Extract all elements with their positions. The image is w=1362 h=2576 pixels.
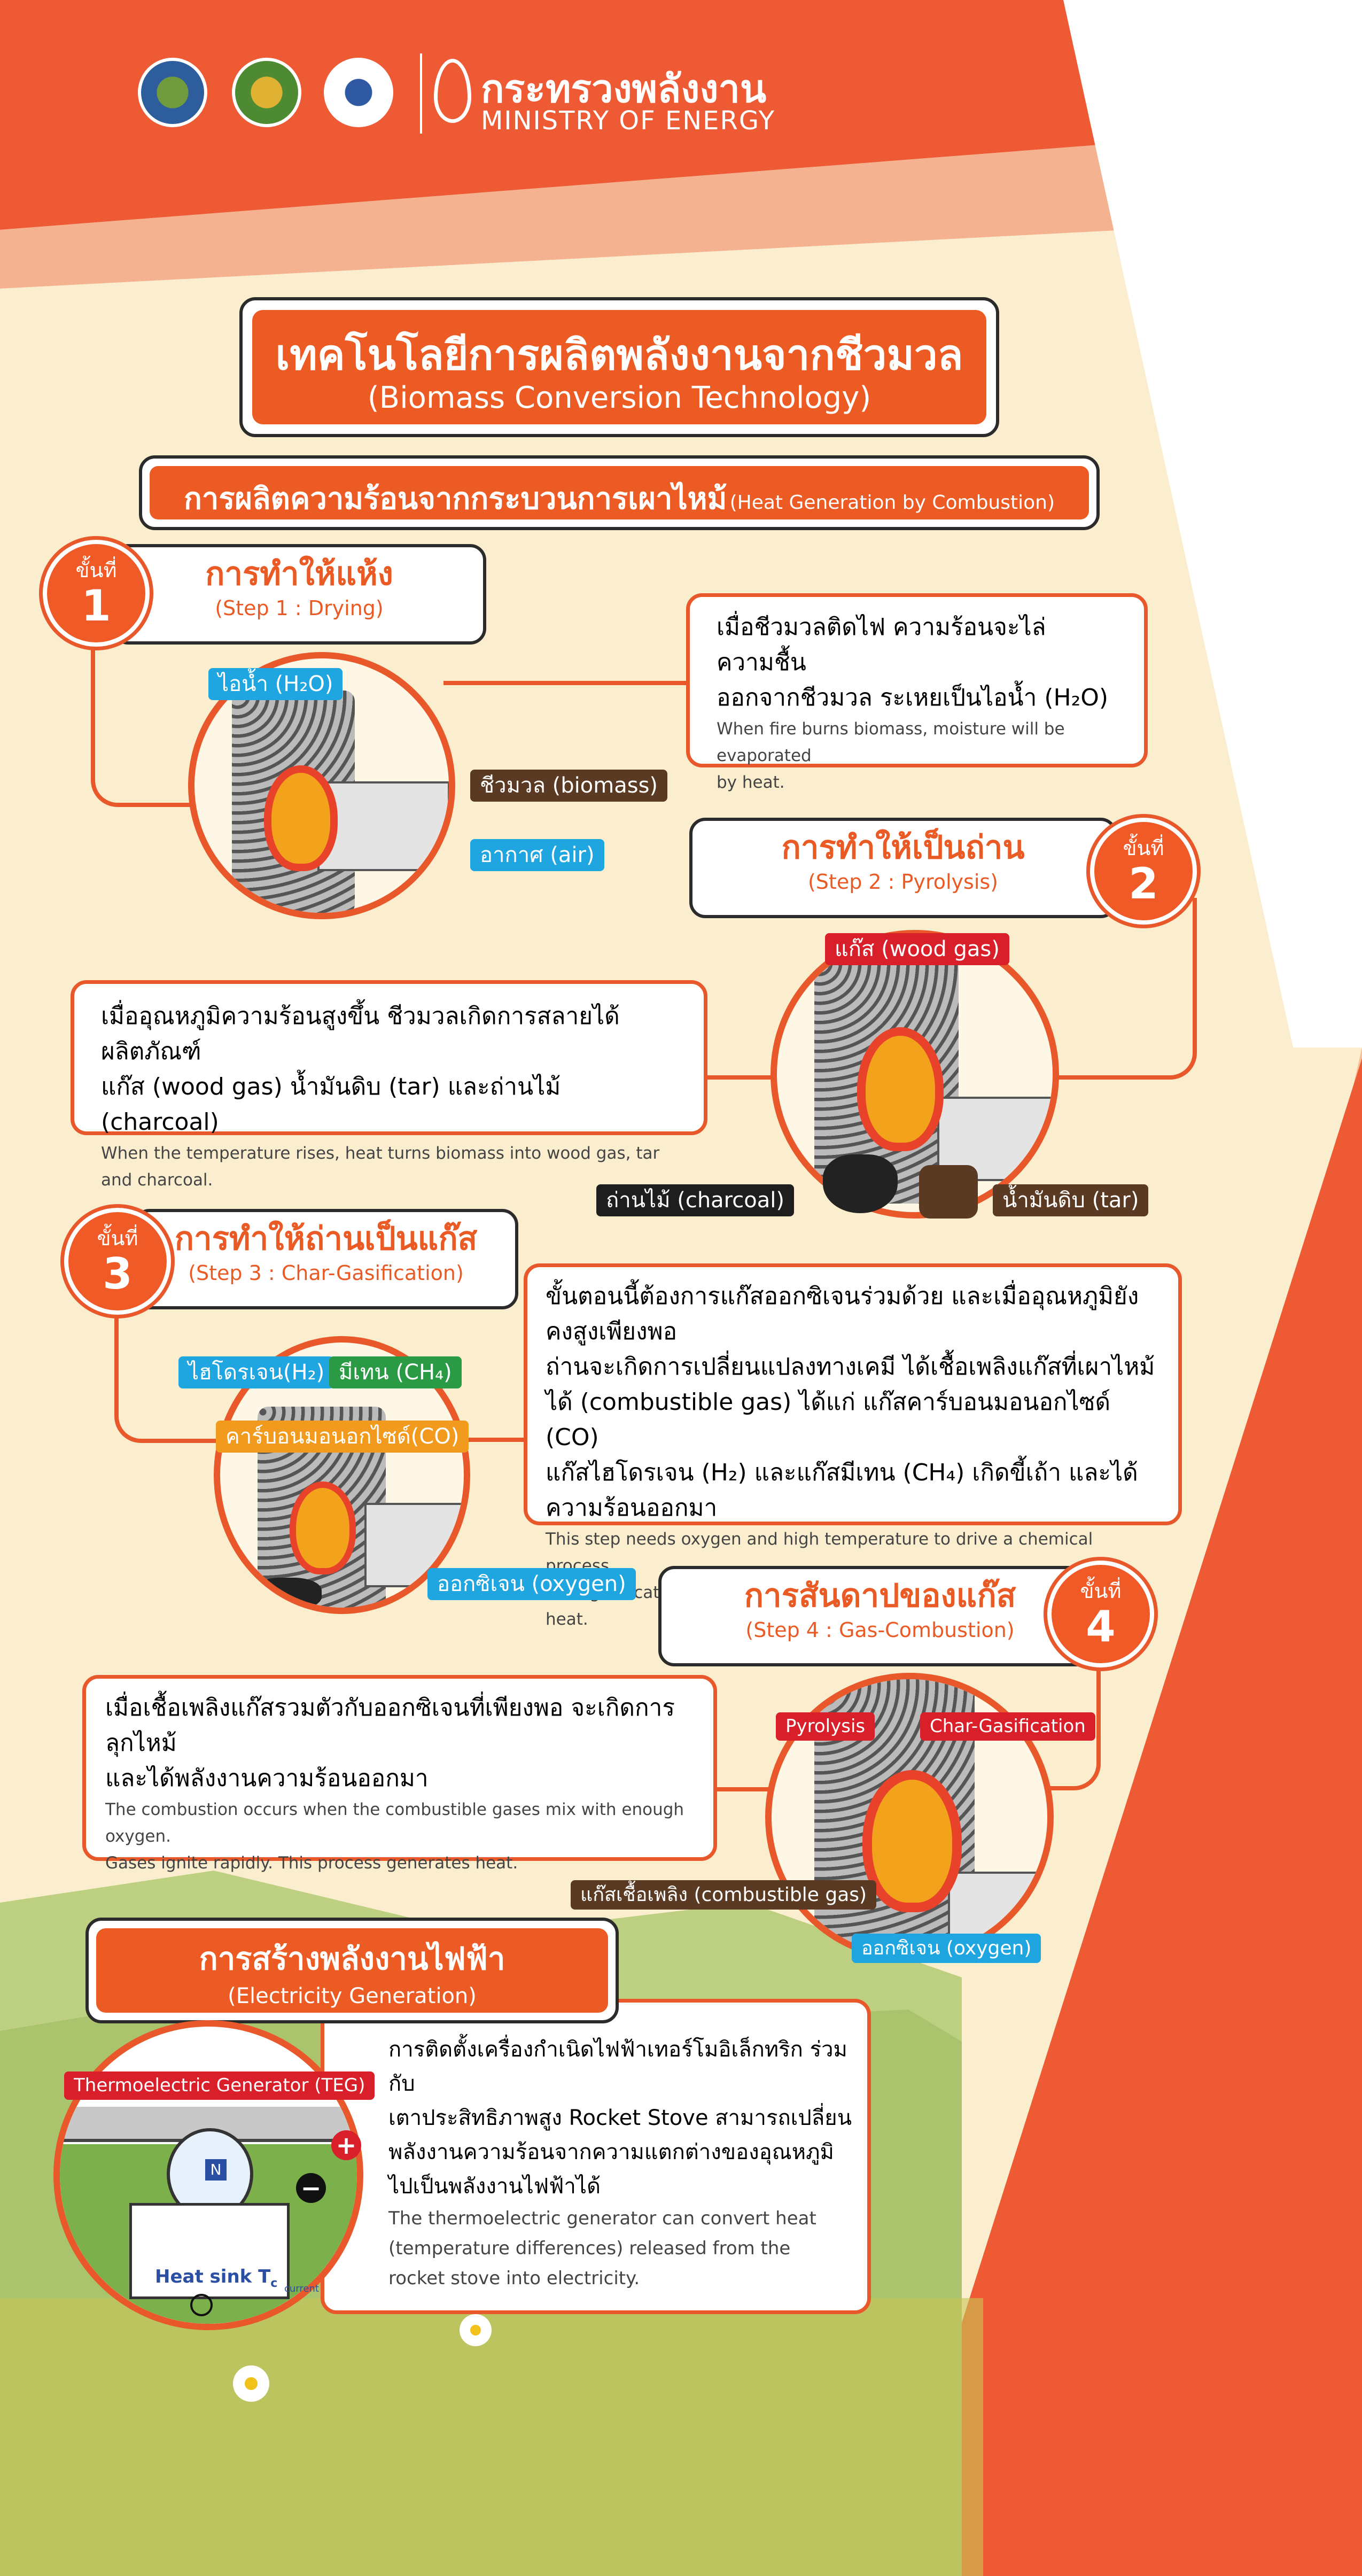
step2-tag-tar: น้ำมันดิบ (tar) <box>993 1184 1149 1216</box>
step4-title-en: (Step 4 : Gas-Combustion) <box>745 1618 1015 1642</box>
step3-connector-right <box>427 1438 529 1442</box>
step4-tag-oxygen: ออกซิเจน (oxygen) <box>852 1934 1041 1964</box>
step4-title-box: การสันดาปของแก๊ส (Step 4 : Gas-Combustio… <box>658 1566 1102 1666</box>
ministry-name-en: MINISTRY OF ENERGY <box>481 106 775 136</box>
step2-title-box: การทำให้เป็นถ่าน (Step 2 : Pyrolysis) <box>689 818 1117 918</box>
step4-connector <box>1031 1657 1101 1790</box>
step3-connector <box>114 1304 248 1443</box>
step3-tag-ch4: มีเทน (CH₄) <box>329 1356 462 1388</box>
n-label: N <box>205 2159 227 2181</box>
step4-tag-pyrolysis: Pyrolysis <box>776 1712 875 1741</box>
step3-title-en: (Step 3 : Char-Gasification) <box>188 1261 464 1285</box>
electricity-title-th: การสร้างพลังงานไฟฟ้า <box>199 1941 505 1977</box>
step2-connector-left <box>705 1075 775 1080</box>
step1-connector <box>91 620 224 807</box>
main-title-box: เทคโนโลยีการผลิตพลังงานจากชีวมวล (Biomas… <box>239 297 999 437</box>
minus-terminal-icon: − <box>296 2173 326 2203</box>
step1-connector-right <box>443 681 689 685</box>
section-heading: การผลิตความร้อนจากกระบวนการเผาไหม้ (Heat… <box>183 482 1055 516</box>
step3-tag-co: คาร์บอนมอนอกไซด์(CO) <box>216 1421 469 1453</box>
energy-agency-icon <box>324 58 393 127</box>
step1-description: เมื่อชีวมวลติดไฟ ความร้อนจะไล่ความชื้น อ… <box>686 593 1148 792</box>
teg-label: Thermoelectric Generator (TEG) <box>64 2071 375 2100</box>
step3-description: ขั้นตอนนี้ต้องการแก๊สออกซิเจนร่วมด้วย แล… <box>524 1263 1182 1629</box>
government-seal-icon <box>138 58 207 127</box>
step2-stove-illustration <box>770 930 1059 1219</box>
step3-badge: ขั้นที่ 3 <box>64 1208 171 1315</box>
plus-terminal-icon: + <box>331 2130 361 2160</box>
electricity-title-en: (Electricity Generation) <box>228 1984 477 2008</box>
step1-title-th: การทำให้แห้ง <box>205 555 393 593</box>
flame-logo-icon <box>434 59 471 123</box>
step4-description: เมื่อเชื้อเพลิงแก๊สรวมตัวกับออกซิเจนที่เ… <box>82 1675 717 1873</box>
step3-tag-h2: ไฮโดรเจน(H₂) <box>178 1356 334 1388</box>
step4-tag-chargas: Char-Gasification <box>920 1712 1095 1741</box>
step3-title-box: การทำให้ถ่านเป็นแก๊ส (Step 3 : Char-Gasi… <box>134 1209 518 1309</box>
step1-title-box: การทำให้แห้ง (Step 1 : Drying) <box>112 544 486 645</box>
step2-title-th: การทำให้เป็นถ่าน <box>781 829 1025 866</box>
header-divider <box>420 53 422 134</box>
current-indicator-icon <box>190 2294 213 2316</box>
charcoal-icon <box>823 1154 898 1213</box>
step4-badge: ขั้นที่ 4 <box>1047 1561 1154 1667</box>
step2-title-en: (Step 2 : Pyrolysis) <box>807 870 999 894</box>
electricity-description: การติดตั้งเครื่องกำเนิดไฟฟ้าเทอร์โมอิเล็… <box>321 1999 871 2314</box>
fire-icon <box>290 1481 356 1574</box>
step4-connector-left <box>716 1787 769 1791</box>
step1-tag-biomass: ชีวมวล (biomass) <box>470 770 668 802</box>
current-label: current <box>284 2283 319 2294</box>
step2-connector <box>1031 898 1197 1080</box>
electricity-title-box: การสร้างพลังงานไฟฟ้า (Electricity Genera… <box>85 1918 619 2023</box>
main-title-en: (Biomass Conversion Technology) <box>367 381 871 415</box>
step2-badge: ขั้นที่ 2 <box>1090 818 1197 925</box>
golden-emblem-icon <box>232 58 301 127</box>
step1-tag-steam: ไอน้ำ (H₂O) <box>208 668 343 700</box>
step3-title-th: การทำให้ถ่านเป็นแก๊ส <box>174 1220 478 1258</box>
step2-description: เมื่ออุณหภูมิความร้อนสูงขึ้น ชีวมวลเกิดก… <box>71 980 707 1190</box>
step2-tag-woodgas: แก๊ส (wood gas) <box>825 933 1009 965</box>
step1-tag-air: อากาศ (air) <box>470 839 604 871</box>
step3-tag-oxygen: ออกซิเจน (oxygen) <box>427 1568 636 1600</box>
step4-tag-combgas: แก๊สเชื้อเพลิง (combustible gas) <box>571 1880 877 1910</box>
fire-icon <box>264 765 338 871</box>
section-heading-box: การผลิตความร้อนจากกระบวนการเผาไหม้ (Heat… <box>139 455 1100 530</box>
step4-title-th: การสันดาปของแก๊ส <box>744 1577 1016 1615</box>
step2-tag-charcoal: ถ่านไม้ (charcoal) <box>596 1184 794 1216</box>
main-title-th: เทคโนโลยีการผลิตพลังงานจากชีวมวล <box>275 331 963 379</box>
charcoal-icon <box>252 1578 322 1608</box>
step1-title-en: (Step 1 : Drying) <box>215 596 384 620</box>
heatsink-label: Heat sink Tc <box>155 2266 278 2290</box>
step1-badge: ขั้นที่ 1 <box>43 540 150 647</box>
fire-icon <box>862 1770 962 1912</box>
tar-icon <box>919 1165 978 1219</box>
fire-icon <box>857 1027 944 1151</box>
ministry-name-th: กระทรวงพลังงาน <box>481 66 767 111</box>
